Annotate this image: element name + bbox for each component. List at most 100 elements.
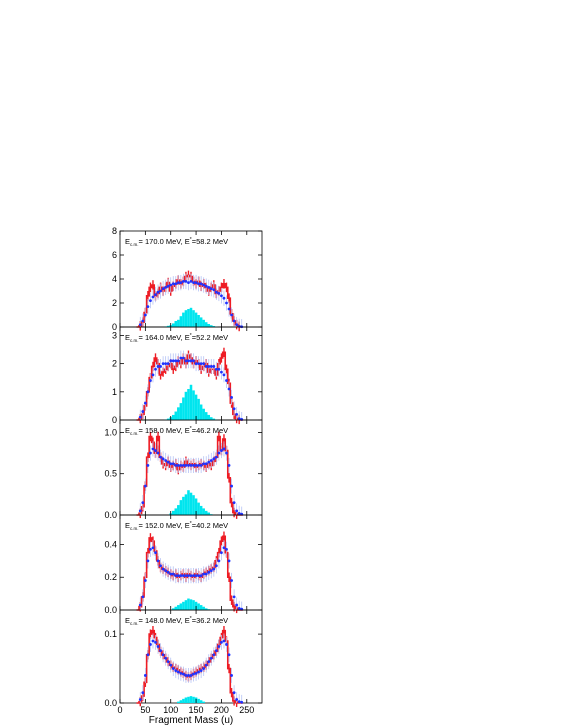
blue-point [176,281,180,284]
blue-point [199,574,203,578]
blue-point [143,674,147,677]
cyan-bar [189,307,193,327]
cyan-bar [184,697,188,703]
blue-point [189,464,193,467]
blue-point [237,700,241,704]
blue-point [222,639,226,643]
x-tick-label: 100 [163,705,178,715]
blue-point [171,667,175,670]
blue-point [197,282,201,286]
blue-point [230,674,233,677]
blue-point [212,567,216,571]
blue-point [146,559,150,563]
blue-point [222,373,226,377]
cyan-bar [177,701,180,703]
blue-point [207,660,211,664]
blue-point [227,387,231,391]
blue-point [220,449,223,452]
blue-point [199,282,203,286]
blue-point [230,313,233,317]
blue-point [156,290,160,294]
cyan-bar [207,414,211,420]
blue-point [146,653,150,657]
blue-point [202,362,206,366]
blue-point [204,462,208,466]
cyan-bar [192,310,195,327]
blue-point [181,574,185,578]
blue-point [232,319,236,323]
cyan-bar [166,418,170,420]
blue-point [204,365,208,368]
blue-point [207,286,211,289]
blue-point [222,546,226,550]
blue-point [161,653,165,657]
blue-point [225,301,228,305]
cyan-bar [207,609,211,610]
cyan-bar [204,608,208,610]
blue-point [204,572,208,576]
blue-point [176,670,180,674]
blue-point [149,379,152,382]
y-tick-label: 4 [112,274,117,284]
panel-3: 0.0 0.5 1.0 Ec.m.= 158.0 MeV, E*=46.2 MeV [104,419,263,520]
blue-point [179,464,183,467]
blue-point [202,572,206,576]
cyan-bar [194,498,198,515]
cyan-bar [177,505,180,515]
blue-point [225,379,228,382]
blue-point [207,365,211,368]
blue-point [232,501,236,505]
cyan-bar [210,514,213,515]
cyan-bar [189,384,193,420]
cyan-bar [194,312,198,327]
blue-point [209,365,213,368]
blue-point [197,362,201,366]
blue-point [161,567,165,571]
blue-point [187,674,190,677]
blue-point [184,574,188,578]
blue-point [222,447,226,451]
blue-point [156,365,160,368]
blue-point [232,407,236,411]
blue-point [225,643,228,646]
cyan-bar [171,608,175,610]
blue-point [199,362,203,366]
blue-point [217,367,221,371]
blue-point [212,653,216,657]
blue-point [194,671,198,675]
blue-point [141,691,145,695]
x-tick-label: 250 [239,705,254,715]
blue-point [220,370,223,374]
blue-point [164,459,168,462]
cyan-bar [204,510,208,515]
blue-point [151,546,155,550]
cyan-bar [212,418,216,420]
cyan-bar [202,319,205,327]
blue-point [217,559,221,563]
cyan-bar [182,496,185,515]
blue-point [227,307,231,311]
cyan-bar [177,319,180,327]
blue-point [151,295,155,299]
blue-point [220,640,223,644]
blue-point [149,451,152,455]
blue-point [161,287,165,290]
blue-point [138,603,142,607]
blue-point [174,464,178,467]
cyan-bar [184,391,188,420]
blue-point [207,460,211,464]
blue-point [171,359,175,363]
blue-point [209,656,213,660]
blue-point [217,451,221,455]
blue-point [166,284,170,288]
blue-point [237,417,241,420]
y-tick-label: 0.5 [104,469,117,479]
blue-point [146,464,150,467]
blue-point [156,645,160,648]
cyan-bar [210,417,213,420]
blue-point [230,484,233,488]
y-tick-label: 1.0 [104,427,117,437]
cyan-bar [187,696,190,703]
blue-point [174,359,178,363]
